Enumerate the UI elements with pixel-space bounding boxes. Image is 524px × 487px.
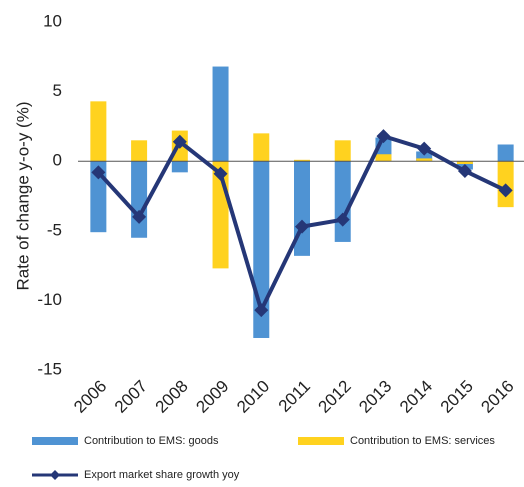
x-tick-label: 2014 <box>396 377 436 417</box>
line-marker <box>172 134 187 149</box>
y-tick-label: -15 <box>37 359 62 378</box>
bar <box>253 133 270 162</box>
bar <box>334 161 351 242</box>
bar <box>375 154 392 162</box>
legend-swatch <box>32 437 78 445</box>
bar <box>416 158 433 162</box>
x-tick-label: 2008 <box>152 377 192 417</box>
line-marker <box>295 219 309 234</box>
bar <box>131 161 148 238</box>
y-tick-label: -5 <box>47 220 62 239</box>
bar <box>90 101 107 162</box>
bar <box>416 151 433 162</box>
y-tick-label: -10 <box>37 290 62 309</box>
line-marker <box>376 129 391 144</box>
bar <box>456 161 473 164</box>
x-tick-label: 2013 <box>355 377 395 417</box>
legend-swatch <box>298 437 344 445</box>
line-marker <box>91 165 106 180</box>
x-tick-label: 2015 <box>437 377 477 417</box>
line-marker <box>457 163 472 178</box>
y-axis-label: Rate of change y-o-y (%) <box>13 102 32 291</box>
line-marker <box>254 303 269 318</box>
x-tick-label: 2012 <box>315 377 355 417</box>
x-tick-label: 2016 <box>477 377 517 417</box>
legend-label: Contribution to EMS: services <box>350 435 495 447</box>
x-tick-label: 2009 <box>192 377 232 417</box>
x-tick-label: 2006 <box>70 377 110 417</box>
legend-marker <box>50 470 60 480</box>
y-tick-label: 5 <box>53 81 62 100</box>
bar <box>334 140 351 162</box>
y-tick-label: 0 <box>53 151 62 170</box>
line-marker <box>213 166 228 181</box>
legend-label: Export market share growth yoy <box>84 469 240 481</box>
bar <box>171 161 188 173</box>
bar <box>497 144 514 162</box>
y-tick-label: 10 <box>43 11 62 30</box>
x-tick-label: 2007 <box>111 377 151 417</box>
bar <box>212 66 229 162</box>
x-tick-label: 2010 <box>233 377 273 417</box>
line-marker <box>417 141 432 156</box>
legend-label: Contribution to EMS: goods <box>84 435 219 447</box>
line-marker <box>132 209 147 224</box>
bar <box>294 159 310 162</box>
line-marker <box>335 212 350 227</box>
line-marker <box>498 183 513 198</box>
bar <box>131 140 148 162</box>
x-tick-label: 2011 <box>275 377 314 416</box>
